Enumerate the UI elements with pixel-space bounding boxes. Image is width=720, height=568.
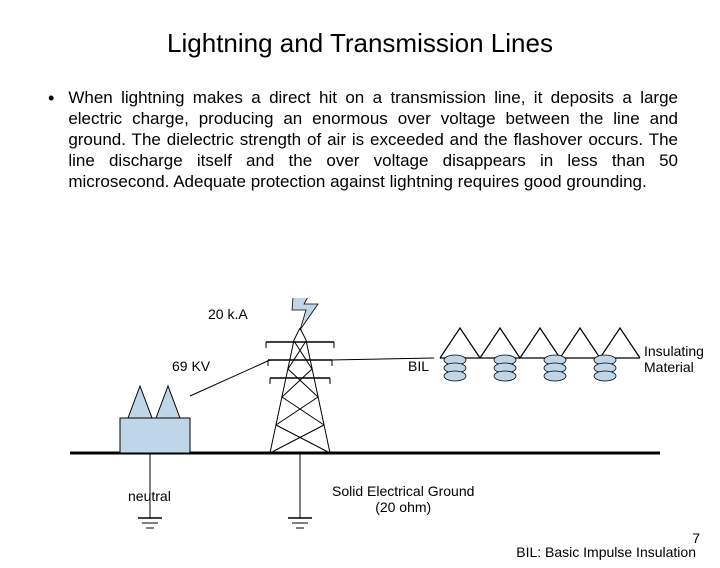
label-lightning-current: 20 k.A [208, 306, 248, 322]
label-line-voltage: 69 KV [172, 358, 210, 374]
bullet-paragraph: • When lightning makes a direct hit on a… [42, 87, 678, 192]
label-bil: BIL [408, 358, 429, 374]
label-neutral: neutral [128, 488, 171, 504]
page-title: Lightning and Transmission Lines [0, 28, 720, 59]
label-ground: Solid Electrical Ground (20 ohm) [332, 483, 474, 515]
transmission-diagram: 20 k.A 69 KV BIL Insulating Material neu… [0, 298, 720, 558]
body-text: When lightning makes a direct hit on a t… [68, 87, 678, 192]
bullet-marker: • [48, 87, 54, 192]
footnote-bil: BIL: Basic Impulse Insulation [516, 544, 696, 560]
diagram-svg [0, 298, 720, 558]
label-insulating-material: Insulating Material [644, 343, 704, 375]
